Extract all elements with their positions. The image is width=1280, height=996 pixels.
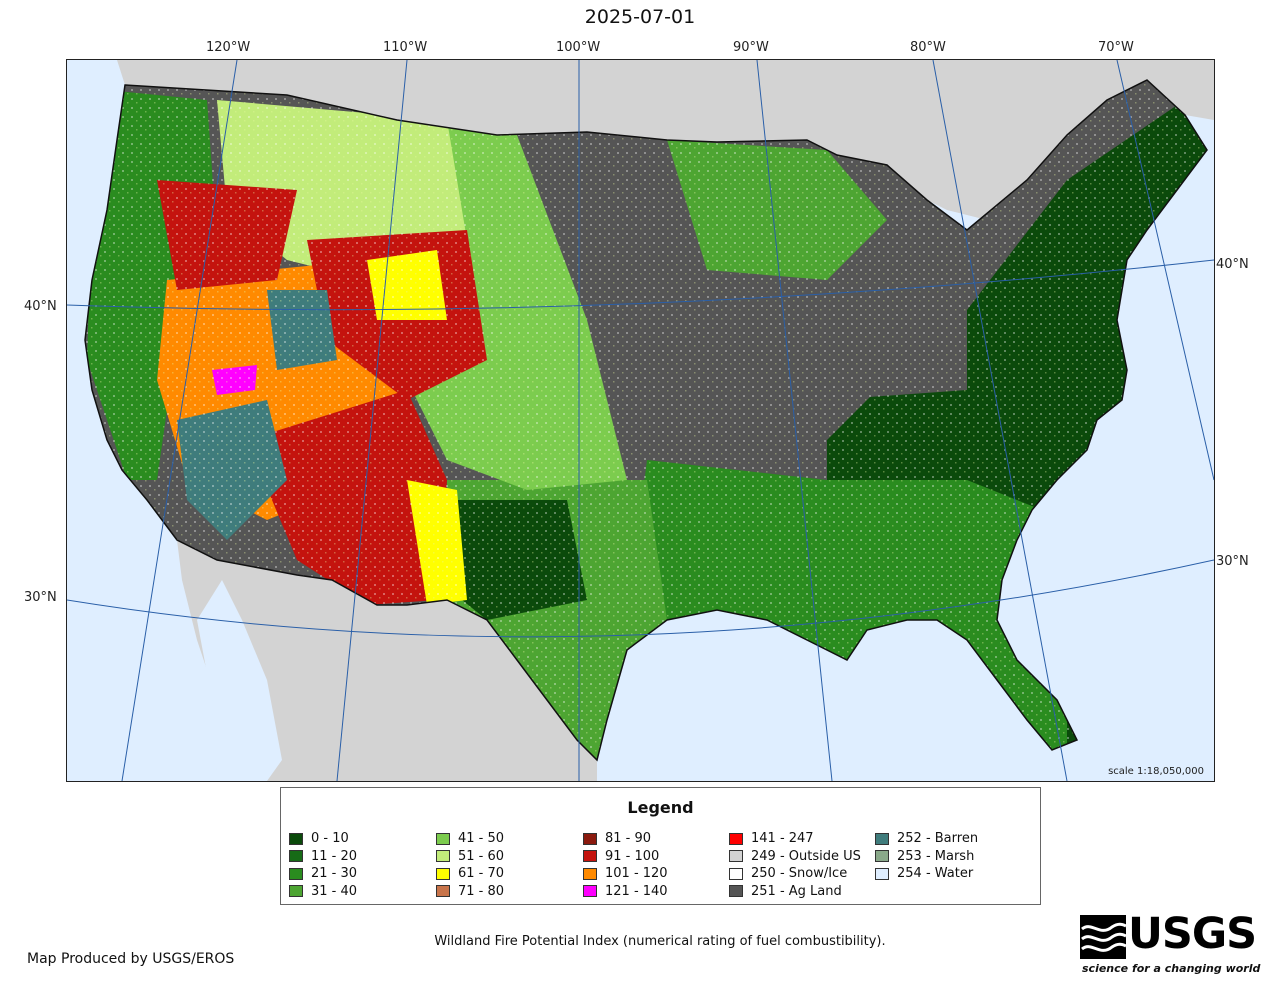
legend-title: Legend <box>627 798 694 817</box>
legend-swatch <box>583 867 597 880</box>
legend-item: 252 - Barren <box>875 830 978 848</box>
legend-label: 252 - Barren <box>897 831 979 847</box>
legend-column-2: 41 - 50 51 - 60 61 - 70 71 - 80 <box>436 830 504 900</box>
legend-label: 253 - Marsh <box>897 848 975 864</box>
map-caption: Wildland Fire Potential Index (numerical… <box>434 934 886 949</box>
scale-text: scale 1:18,050,000 <box>1108 766 1204 777</box>
lon-label-100w: 100°W <box>556 40 601 55</box>
legend-label: 71 - 80 <box>458 883 505 899</box>
legend-label: 91 - 100 <box>605 848 660 864</box>
legend-swatch <box>875 850 889 863</box>
legend-label: 121 - 140 <box>605 883 668 899</box>
legend-swatch <box>875 832 889 845</box>
legend-swatch <box>289 850 303 863</box>
legend-column-1: 0 - 10 11 - 20 21 - 30 31 - 40 <box>289 830 357 900</box>
graticule <box>67 60 1214 781</box>
legend-swatch <box>583 850 597 863</box>
baja-water <box>197 580 282 781</box>
legend-label: 81 - 90 <box>605 831 652 847</box>
usgs-tagline: science for a changing world <box>1082 962 1261 975</box>
usgs-logo[interactable]: USGS science for a changing world <box>1080 909 1260 979</box>
legend-item: 254 - Water <box>875 865 978 883</box>
lon-label-80w: 80°W <box>910 40 946 55</box>
map-canvas <box>67 60 1214 781</box>
legend-label: 11 - 20 <box>311 848 358 864</box>
legend-swatch <box>729 850 743 863</box>
legend-label: 51 - 60 <box>458 848 505 864</box>
legend-item: 91 - 100 <box>583 848 668 866</box>
legend-swatch <box>436 885 450 898</box>
legend-item: 253 - Marsh <box>875 848 978 866</box>
lon-label-120w: 120°W <box>206 40 251 55</box>
legend-label: 31 - 40 <box>311 883 358 899</box>
legend-item: 71 - 80 <box>436 883 504 901</box>
legend-item: 251 - Ag Land <box>729 883 861 901</box>
lat-label-40n-right: 40°N <box>1216 257 1249 272</box>
legend-swatch <box>289 867 303 880</box>
legend-swatch <box>583 832 597 845</box>
legend-item: 141 - 247 <box>729 830 861 848</box>
legend-swatch <box>289 885 303 898</box>
lat-label-40n-left: 40°N <box>24 299 57 314</box>
lat-label-30n-left: 30°N <box>24 590 57 605</box>
legend-label: 249 - Outside US <box>751 848 861 864</box>
usgs-wave-icon <box>1080 915 1126 959</box>
legend-label: 141 - 247 <box>751 831 814 847</box>
legend-swatch <box>436 832 450 845</box>
legend-swatch <box>583 885 597 898</box>
legend-swatch <box>436 867 450 880</box>
legend-label: 250 - Snow/Ice <box>751 866 848 882</box>
legend-swatch <box>729 867 743 880</box>
map-credit: Map Produced by USGS/EROS <box>27 951 235 967</box>
legend-label: 21 - 30 <box>311 866 358 882</box>
lon-label-90w: 90°W <box>733 40 769 55</box>
legend-box: Legend 0 - 10 11 - 20 21 - 30 31 - 40 41… <box>280 787 1041 905</box>
legend-swatch <box>729 832 743 845</box>
legend-column-5: 252 - Barren 253 - Marsh 254 - Water <box>875 830 978 883</box>
legend-label: 251 - Ag Land <box>751 883 842 899</box>
legend-column-4: 141 - 247 249 - Outside US 250 - Snow/Ic… <box>729 830 861 900</box>
legend-label: 61 - 70 <box>458 866 505 882</box>
legend-item: 31 - 40 <box>289 883 357 901</box>
legend-item: 11 - 20 <box>289 848 357 866</box>
legend-swatch <box>729 885 743 898</box>
lon-label-70w: 70°W <box>1098 40 1134 55</box>
map-frame[interactable]: scale 1:18,050,000 <box>66 59 1215 782</box>
legend-item: 0 - 10 <box>289 830 357 848</box>
legend-swatch <box>436 850 450 863</box>
legend-label: 254 - Water <box>897 866 974 882</box>
legend-label: 101 - 120 <box>605 866 668 882</box>
legend-swatch <box>289 832 303 845</box>
legend-item: 61 - 70 <box>436 865 504 883</box>
legend-item: 250 - Snow/Ice <box>729 865 861 883</box>
map-title: 2025-07-01 <box>584 6 696 28</box>
legend-label: 41 - 50 <box>458 831 505 847</box>
us-outline <box>84 79 1208 762</box>
mexico-land <box>177 540 597 781</box>
lon-label-110w: 110°W <box>383 40 428 55</box>
legend-item: 41 - 50 <box>436 830 504 848</box>
legend-column-3: 81 - 90 91 - 100 101 - 120 121 - 140 <box>583 830 668 900</box>
legend-item: 21 - 30 <box>289 865 357 883</box>
legend-swatch <box>875 867 889 880</box>
legend-item: 121 - 140 <box>583 883 668 901</box>
lat-label-30n-right: 30°N <box>1216 554 1249 569</box>
legend-item: 81 - 90 <box>583 830 668 848</box>
legend-item: 51 - 60 <box>436 848 504 866</box>
usgs-wordmark: USGS <box>1128 909 1257 959</box>
legend-label: 0 - 10 <box>311 831 349 847</box>
canada-land <box>67 60 1214 220</box>
legend-item: 101 - 120 <box>583 865 668 883</box>
legend-item: 249 - Outside US <box>729 848 861 866</box>
